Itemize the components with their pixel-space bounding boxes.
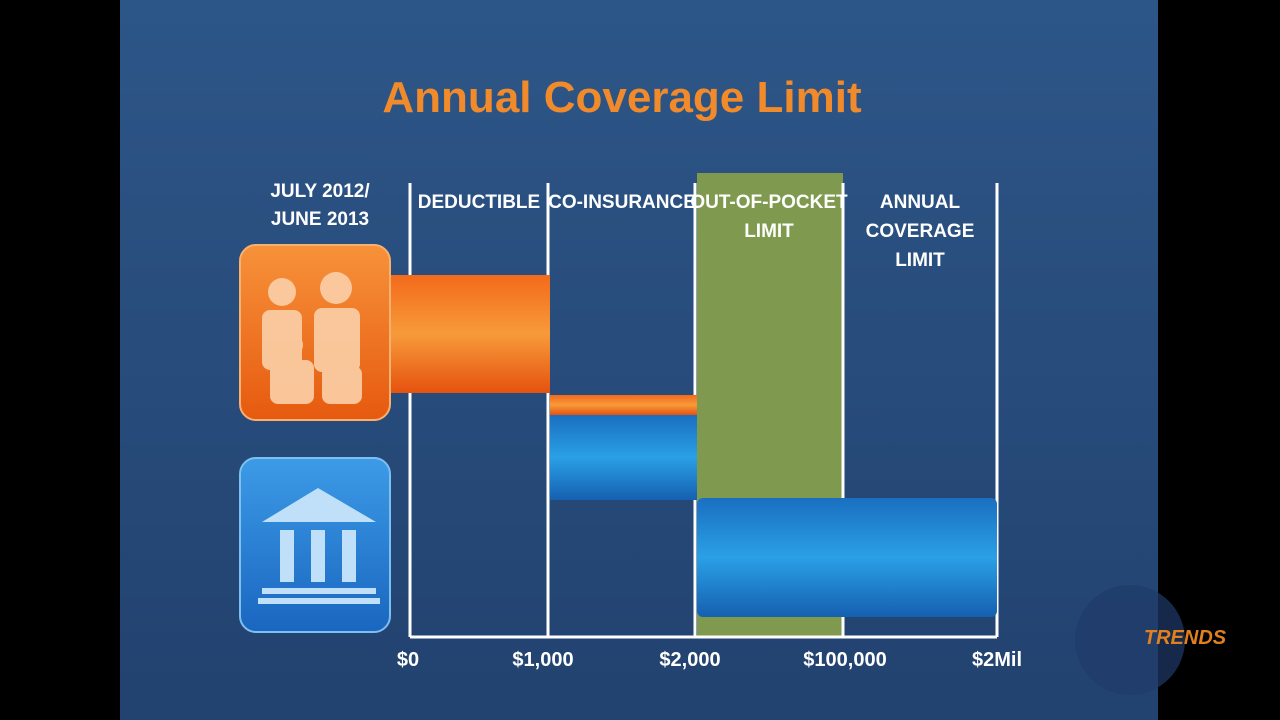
column-header: CO-INSURANCE [548, 192, 696, 213]
column-header: COVERAGE [866, 221, 975, 242]
axis-label: $0 [397, 649, 419, 671]
bank-icon [239, 457, 391, 633]
patient-deductible-bar [390, 275, 550, 393]
watermark-text: TRENDS [1144, 627, 1227, 649]
column-header: ANNUAL [880, 192, 961, 213]
column-header: DEDUCTIBLE [418, 192, 540, 213]
period-label: JUNE 2013 [271, 209, 369, 230]
column-header: LIMIT [895, 250, 945, 271]
title: Annual Coverage Limit [382, 73, 862, 122]
axis-label: $1,000 [512, 649, 573, 671]
watermark: TRENDS [1075, 585, 1227, 695]
insurer-coinsurance-bar [550, 415, 697, 500]
column-header: OUT-OF-POCKET [690, 192, 848, 213]
insurer-coverage-bar [697, 498, 997, 617]
axis-label: $2,000 [659, 649, 720, 671]
patient-coinsurance-bar [550, 395, 697, 415]
period-label: JULY 2012/ [270, 181, 370, 202]
axis-label: $100,000 [803, 649, 886, 671]
family-icon [239, 244, 391, 421]
axis-label: $2Mil [972, 649, 1022, 671]
column-header: LIMIT [744, 221, 794, 242]
